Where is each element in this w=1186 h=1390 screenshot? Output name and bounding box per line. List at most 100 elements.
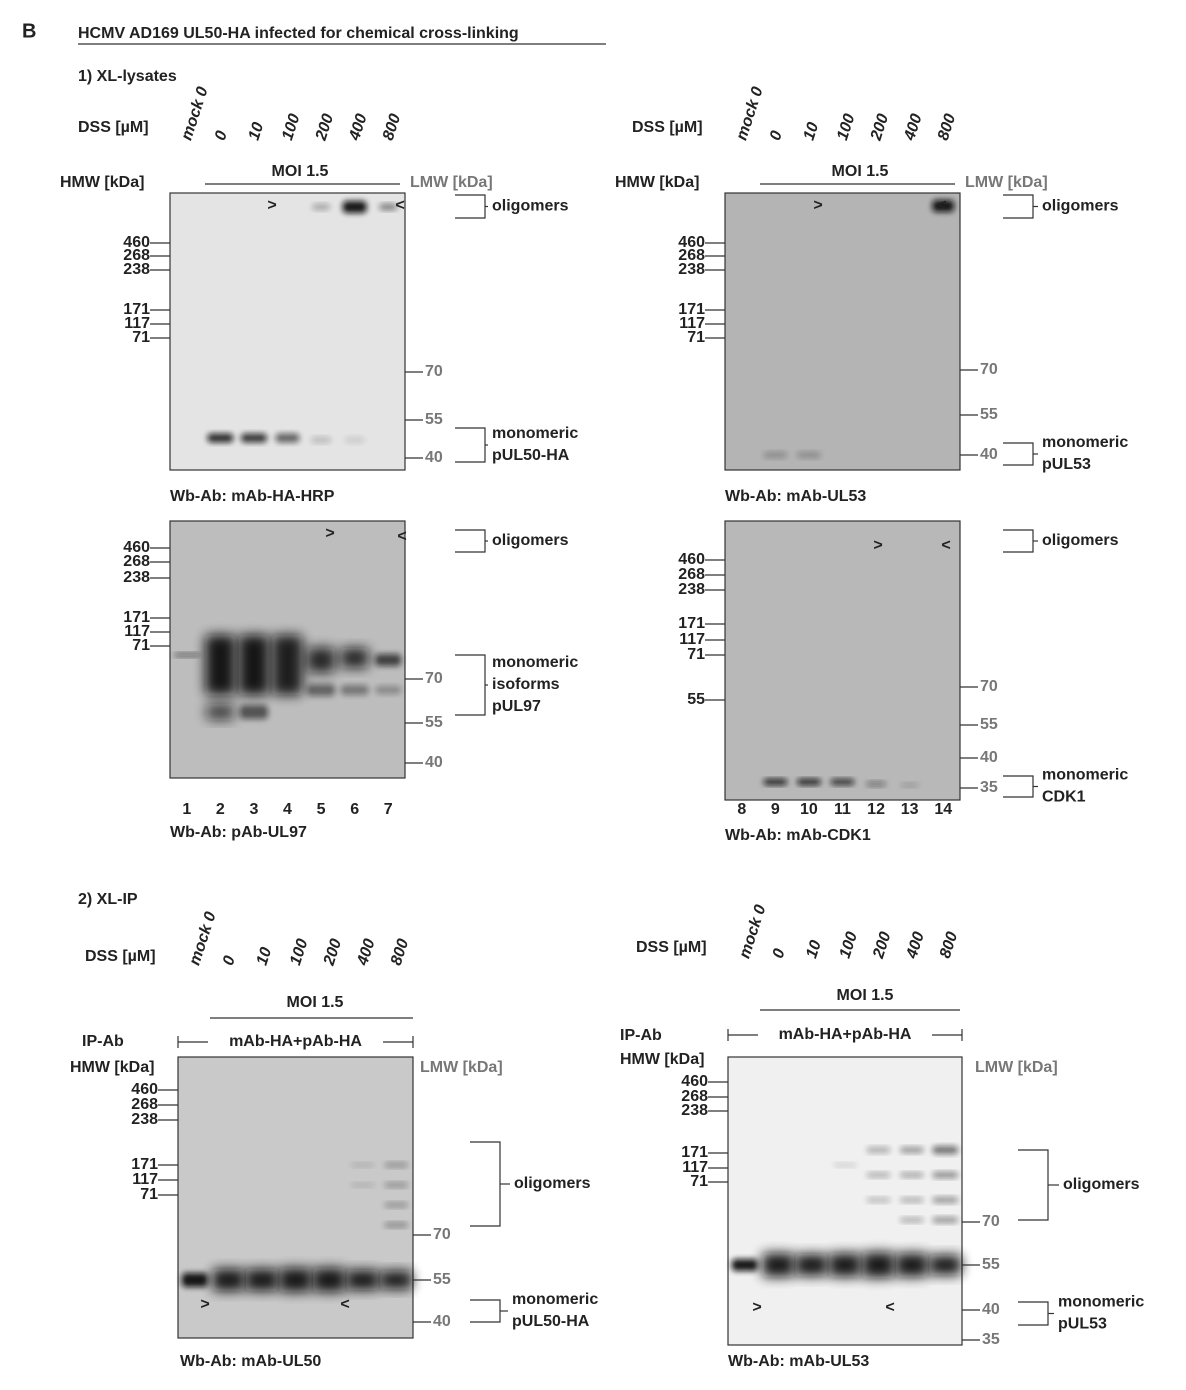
lane-label: 10 (801, 120, 823, 142)
lane-label: mock 0 (733, 85, 766, 143)
lane-label: 100 (287, 937, 311, 968)
hmw-marker: 268 (681, 1088, 708, 1105)
hmw-marker: 117 (679, 315, 705, 332)
band (350, 1163, 375, 1167)
band (240, 433, 267, 443)
band (899, 1197, 924, 1203)
hmw-marker: 71 (132, 329, 150, 346)
lmw-marker: 40 (425, 754, 443, 771)
band (275, 433, 300, 443)
bracket (455, 654, 486, 716)
bracket-label: monomeric (1042, 434, 1128, 451)
band (313, 1268, 346, 1292)
band (899, 1172, 924, 1178)
band (932, 1217, 959, 1223)
hmw-marker: 460 (681, 1073, 708, 1090)
lane-label: 10 (254, 945, 276, 967)
hmw-marker: 238 (131, 1111, 158, 1128)
lane-label: 800 (380, 112, 404, 143)
moi-label: MOI 1.5 (287, 994, 344, 1011)
blot-panel (724, 520, 961, 801)
band (796, 452, 821, 458)
hmw-marker: 117 (679, 631, 705, 648)
band (245, 1269, 278, 1291)
lmw-marker: 70 (980, 361, 998, 378)
bracket (1018, 1301, 1049, 1326)
bracket (470, 1299, 501, 1323)
moi-label: MOI 1.5 (837, 987, 894, 1004)
bracket-label: monomeric (492, 425, 578, 442)
band (763, 452, 788, 458)
hmw-marker: 171 (123, 301, 150, 318)
lmw-marker: 40 (425, 449, 443, 466)
hmw-marker: 117 (124, 623, 150, 640)
band-arrow: > (813, 197, 822, 214)
hmw-label: HMW [kDa] (60, 174, 144, 191)
hmw-marker: 238 (123, 569, 150, 586)
hmw-marker: 460 (123, 234, 150, 251)
lmw-marker: 55 (425, 714, 443, 731)
antibody-label: Wb-Ab: mAb-UL50 (180, 1353, 321, 1370)
hmw-marker: 55 (687, 691, 705, 708)
lane-label: 100 (279, 112, 303, 143)
hmw-marker: 71 (687, 646, 705, 663)
band-arrow: > (200, 1296, 209, 1313)
ip-antibodies: mAb-HA+pAb-HA (779, 1026, 912, 1043)
section-label: 2) XL-IP (78, 891, 138, 908)
bracket-label: monomeric (512, 1291, 598, 1308)
dss-label: DSS [µM] (85, 948, 156, 965)
bracket (455, 427, 486, 463)
hmw-marker: 238 (681, 1102, 708, 1119)
blot-image (169, 192, 406, 471)
hmw-marker: 71 (140, 1186, 158, 1203)
band (375, 654, 402, 666)
lmw-marker: 35 (980, 779, 998, 796)
band (829, 1253, 861, 1277)
band (932, 200, 955, 212)
band (272, 635, 303, 695)
band (344, 437, 365, 443)
lmw-label: LMW [kDa] (420, 1059, 503, 1076)
band (866, 1172, 891, 1178)
lmw-marker: 70 (433, 1226, 451, 1243)
band (833, 1163, 857, 1167)
band-arrow: > (873, 537, 882, 554)
hmw-label: HMW [kDa] (615, 174, 699, 191)
lane-number: 3 (249, 801, 258, 818)
blot-image (177, 1056, 414, 1339)
band (899, 1147, 924, 1153)
band (207, 433, 234, 443)
lane-label: 200 (312, 112, 337, 144)
lane-label: 200 (870, 930, 895, 962)
blot-image (724, 192, 961, 471)
band (895, 1253, 928, 1277)
lane-number: 13 (901, 801, 919, 818)
band (830, 779, 855, 785)
lane-number: 1 (182, 801, 191, 818)
band (731, 1259, 758, 1271)
band (929, 1255, 962, 1275)
lmw-marker: 55 (982, 1256, 1000, 1273)
band (866, 781, 887, 787)
band (342, 201, 367, 213)
antibody-label: Wb-Ab: mAb-HA-HRP (170, 488, 335, 505)
bracket-label: pUL53 (1042, 456, 1091, 473)
bracket-label: isoforms (492, 676, 560, 693)
antibody-label: Wb-Ab: mAb-CDK1 (725, 827, 871, 844)
band (238, 635, 269, 695)
hmw-marker: 238 (123, 261, 150, 278)
band (212, 1269, 245, 1291)
band (795, 1254, 828, 1276)
lane-label: 200 (320, 937, 345, 969)
band (181, 1273, 208, 1287)
band (340, 685, 369, 695)
band-arrow: < (395, 197, 404, 214)
lmw-marker: 70 (980, 678, 998, 695)
band (796, 779, 821, 785)
band (239, 705, 268, 719)
lane-label: 0 (220, 954, 239, 968)
panel-label: B (22, 20, 36, 42)
band (384, 1222, 409, 1228)
